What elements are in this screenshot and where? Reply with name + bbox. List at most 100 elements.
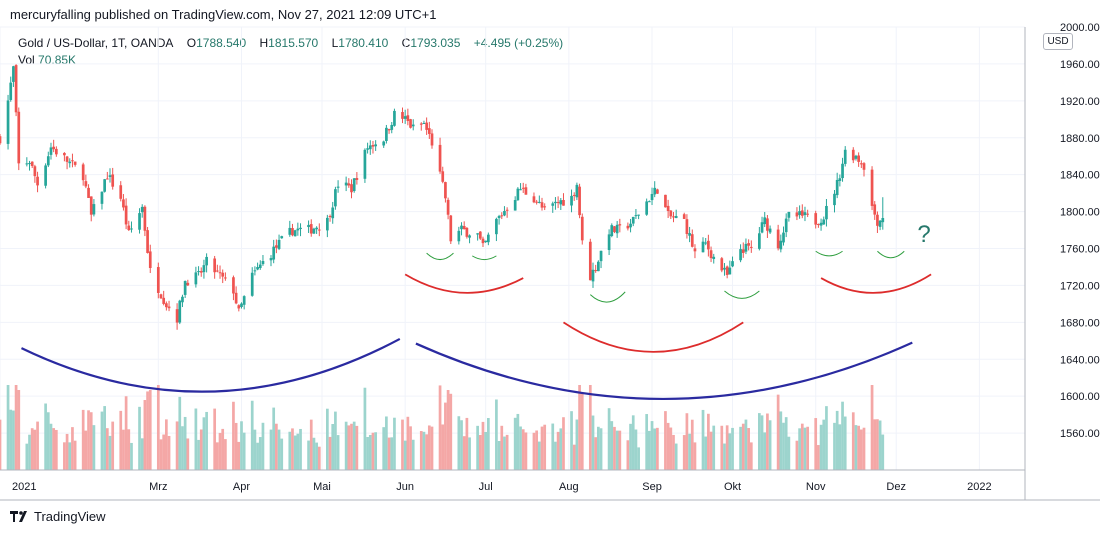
volume-bar	[183, 416, 187, 470]
volume-bar	[690, 419, 694, 470]
volume-bar	[766, 413, 769, 470]
symbol-name[interactable]: Gold	[18, 36, 44, 50]
candle-body	[256, 267, 259, 270]
candle-body	[556, 202, 560, 204]
candle-body	[739, 249, 742, 261]
candle-body	[559, 200, 563, 205]
blue-arc-drawing	[20, 337, 401, 393]
volume-bar	[9, 409, 13, 470]
candle-body	[768, 228, 772, 233]
green-arc-drawing	[426, 252, 454, 261]
volume-bar	[543, 424, 547, 470]
chart-axes: 2000.000 1960.000 1920.000 1880.000 1840.000…	[0, 22, 1100, 501]
candle-body	[272, 246, 276, 260]
volume-bar	[250, 400, 254, 470]
volume-bar	[156, 385, 160, 470]
candle-body	[814, 213, 818, 225]
candle-body	[637, 214, 640, 216]
candle-body	[763, 217, 767, 225]
volume-bar	[779, 411, 783, 470]
candle-body	[17, 111, 21, 164]
candle-body	[594, 270, 598, 272]
volume-bar	[280, 438, 284, 470]
volume-bar	[575, 419, 579, 470]
volume-bar	[559, 428, 563, 470]
volume-bar	[599, 428, 603, 470]
candle-body	[693, 248, 697, 252]
volume-bar	[17, 390, 21, 470]
volume-bar	[81, 409, 85, 470]
volume-bar	[344, 421, 348, 470]
candle-body	[49, 147, 53, 155]
volume-bar	[44, 403, 47, 470]
candle-body	[833, 193, 836, 206]
volume-bar	[819, 424, 823, 470]
candle-body	[68, 161, 72, 164]
candle-body	[862, 163, 866, 170]
candle-body	[449, 215, 453, 242]
red-arc-drawing	[820, 273, 932, 294]
candle-body	[14, 65, 18, 113]
volume-bar	[288, 431, 292, 470]
candle-body	[197, 271, 200, 273]
volume-bar	[0, 419, 2, 470]
volume-bar	[253, 429, 257, 470]
candle-body	[403, 116, 407, 119]
volume-bar	[213, 408, 217, 470]
volume-bar	[653, 428, 657, 470]
green-arc-drawing	[471, 255, 497, 261]
candle-body	[307, 224, 310, 228]
volume-bar	[215, 442, 219, 470]
candle-body	[572, 194, 576, 196]
volume-bar	[537, 441, 541, 470]
volume-bar	[854, 425, 858, 470]
volume-bar	[562, 417, 565, 470]
candle-body	[457, 230, 461, 242]
candle-body	[495, 218, 498, 235]
volume-bar	[664, 411, 667, 470]
candle-body	[430, 133, 434, 146]
candle-body	[666, 205, 670, 212]
candle-body	[631, 216, 635, 224]
volume-bar	[446, 390, 450, 470]
candle-body	[607, 234, 611, 251]
candle-body	[800, 210, 804, 216]
volume-bar	[701, 409, 705, 470]
candle-body	[682, 214, 686, 219]
candle-body	[401, 112, 404, 119]
volume-bar	[352, 421, 356, 470]
candle-body	[422, 123, 426, 125]
volume-bar	[218, 432, 222, 470]
candle-body	[54, 148, 58, 155]
candle-body	[352, 178, 356, 192]
candle-body	[481, 238, 485, 244]
candle-body	[280, 236, 284, 239]
volume-bar	[71, 427, 74, 470]
volume-bar	[637, 447, 640, 470]
volume-bar	[725, 425, 729, 470]
candle-body	[183, 281, 187, 295]
candle-body	[441, 171, 445, 182]
volume-bar	[672, 434, 675, 470]
currency-badge[interactable]: USD	[1043, 33, 1073, 50]
candle-body	[690, 234, 694, 247]
volume-bar	[444, 402, 447, 470]
candle-body	[205, 256, 208, 266]
volume-bar	[570, 411, 573, 470]
chart-grid	[0, 26, 1025, 470]
volume-bar	[371, 432, 375, 470]
candle-body	[803, 212, 807, 216]
price-tick-label: 1600.000	[1060, 391, 1100, 403]
volume-bar	[385, 416, 388, 470]
candle-body	[30, 161, 34, 166]
candle-body	[728, 267, 732, 275]
volume-bar	[242, 432, 246, 470]
volume-bar	[111, 421, 115, 470]
volume-bar	[148, 390, 152, 470]
volume-bar	[33, 429, 37, 470]
close-label: C	[401, 36, 411, 50]
candle-body	[293, 230, 297, 237]
candle-body	[242, 296, 246, 305]
candle-body	[167, 306, 171, 309]
